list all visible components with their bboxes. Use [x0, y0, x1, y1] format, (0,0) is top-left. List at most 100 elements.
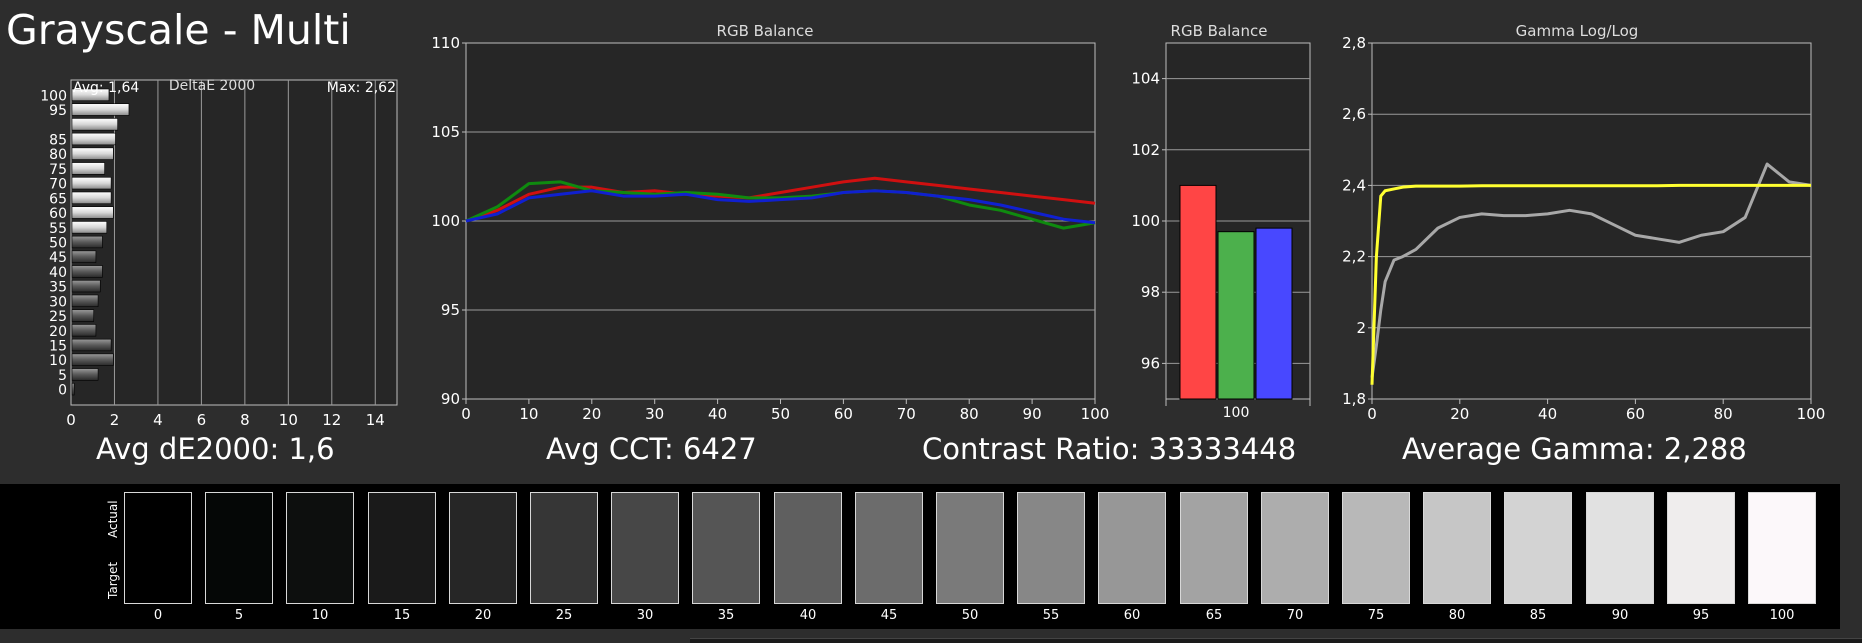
- avg-gamma-summary: Average Gamma: 2,288: [1402, 432, 1747, 466]
- swatch-40: [774, 492, 842, 604]
- deltae-ytick-label: 40: [49, 265, 67, 281]
- swatch-label: 45: [880, 608, 898, 623]
- rgb-bar-2: [1255, 227, 1293, 400]
- swatch-55: [1017, 492, 1085, 604]
- deltae-bar: [71, 162, 105, 175]
- rgb-line-xtick-label: 20: [582, 405, 601, 423]
- deltae-ytick-label: 65: [49, 191, 67, 207]
- gamma-ytick-label: 2: [1356, 319, 1366, 337]
- swatch-label: 80: [1448, 608, 1466, 623]
- rgb-bar-title: RGB Balance: [1171, 22, 1268, 40]
- rgb-bar-0: [1179, 184, 1217, 400]
- gamma-ytick-label: 2,2: [1342, 248, 1366, 266]
- swatch-30: [611, 492, 679, 604]
- rgb-line-xtick-label: 90: [1023, 405, 1042, 423]
- target-row-label: Target: [106, 561, 120, 599]
- deltae-xtick-label: 12: [322, 411, 341, 429]
- rgb-line-title: RGB Balance: [717, 22, 814, 40]
- deltae-bar: [71, 338, 112, 352]
- swatch-label: 90: [1611, 608, 1629, 623]
- swatch-35: [692, 492, 760, 604]
- swatch-label: 35: [717, 608, 735, 623]
- gamma-xtick-label: 0: [1367, 405, 1377, 423]
- rgb-line-series-blue: [465, 189, 1096, 225]
- deltae-xtick-label: 14: [366, 411, 385, 429]
- gamma-series-gamma_measured: [1370, 162, 1812, 378]
- rgb-line-ytick-label: 90: [441, 390, 460, 408]
- rgb-bar-ytick-label: 104: [1131, 70, 1160, 88]
- rgb-bar-xtick: 100: [1223, 405, 1250, 421]
- deltae-plot-area: [70, 79, 398, 406]
- deltae-bar: [71, 235, 103, 249]
- swatch-label: 0: [153, 608, 163, 623]
- deltae-ytick-label: 15: [49, 339, 67, 355]
- gamma-plot-area: [1371, 42, 1812, 400]
- swatch-10: [286, 492, 354, 604]
- gamma-ytick-label: 1,8: [1342, 390, 1366, 408]
- deltae-ytick-label: 55: [49, 221, 67, 237]
- deltae-ytick-label: 35: [49, 280, 67, 296]
- rgb-bar-1: [1217, 231, 1255, 400]
- gamma-xtick-label: 80: [1714, 405, 1733, 423]
- deltae-bar: [71, 176, 112, 190]
- swatch-label: 5: [234, 608, 244, 623]
- swatch-label: 20: [474, 608, 492, 623]
- deltae-bar: [71, 382, 75, 396]
- deltae-bar: [71, 103, 130, 116]
- swatch-label: 75: [1367, 608, 1385, 623]
- swatch-label: 30: [636, 608, 654, 623]
- deltae-ytick-label: 60: [49, 206, 67, 222]
- swatch-label: 100: [1769, 608, 1795, 623]
- swatch-25: [530, 492, 598, 604]
- swatch-90: [1586, 492, 1654, 604]
- rgb-line-xtick-label: 30: [645, 405, 664, 423]
- deltae-bar: [71, 309, 95, 322]
- deltae-bar: [71, 294, 99, 308]
- deltae-title: DeltaE 2000: [169, 78, 255, 94]
- gamma-ytick-label: 2,6: [1342, 105, 1366, 123]
- deltae-xtick-label: 10: [279, 411, 298, 429]
- swatch-label: 70: [1286, 608, 1304, 623]
- deltae-ytick-label: 5: [58, 368, 67, 384]
- rgb-bar-ytick-label: 102: [1131, 141, 1160, 159]
- swatch-label: 15: [393, 608, 411, 623]
- swatch-label: 60: [1123, 608, 1141, 623]
- deltae-ytick-label: 75: [49, 162, 67, 178]
- page-title: Grayscale - Multi: [6, 6, 351, 54]
- deltae-xtick-label: 6: [197, 411, 207, 429]
- deltae-xtick-label: 8: [240, 411, 250, 429]
- swatch-45: [855, 492, 923, 604]
- deltae-ytick-label: 20: [49, 324, 67, 340]
- swatch-5: [205, 492, 273, 604]
- deltae-ytick-label: 85: [49, 133, 67, 149]
- deltae-bar: [71, 353, 114, 366]
- deltae-max-label: Max: 2,62: [327, 80, 396, 96]
- rgb-balance-line-chart: RGB Balance 90 95 100 105 110 0 10 20 30 40 50 60 7…: [431, 22, 1110, 423]
- gamma-ytick-label: 2,4: [1342, 176, 1366, 194]
- deltae-bar: [71, 118, 118, 131]
- deltae-ytick-label: 70: [49, 177, 67, 193]
- deltae-ytick-label: 30: [49, 294, 67, 310]
- rgb-bar-ytick-label: 100: [1131, 212, 1160, 230]
- actual-row-label: Actual: [106, 500, 120, 538]
- deltae-ytick-label: 95: [49, 103, 67, 119]
- swatch-80: [1423, 492, 1491, 604]
- contrast-summary: Contrast Ratio: 33333448: [922, 432, 1297, 466]
- rgb-bar-ytick-label: 98: [1141, 283, 1160, 301]
- swatch-label: 85: [1529, 608, 1547, 623]
- gamma-series-gamma_target: [1370, 183, 1811, 385]
- deltae-bar: [71, 221, 108, 234]
- swatch-15: [368, 492, 436, 604]
- swatch-label: 50: [961, 608, 979, 623]
- gamma-title: Gamma Log/Log: [1516, 22, 1639, 40]
- deltae-bar: [71, 191, 112, 205]
- rgb-line-xtick-label: 50: [771, 405, 790, 423]
- rgb-line-xtick-label: 100: [1081, 405, 1110, 423]
- swatch-20: [449, 492, 517, 604]
- deltae-bar: [71, 368, 99, 381]
- gamma-chart: Gamma Log/Log 1,8 2 2,2 2,4 2,6 2,8 0 20 40 60 80…: [1342, 22, 1825, 423]
- rgb-bar-ytick-label: 96: [1141, 354, 1160, 372]
- deltae-ytick-label: 50: [49, 236, 67, 252]
- rgb-line-ytick-label: 100: [431, 212, 460, 230]
- swatch-95: [1667, 492, 1735, 604]
